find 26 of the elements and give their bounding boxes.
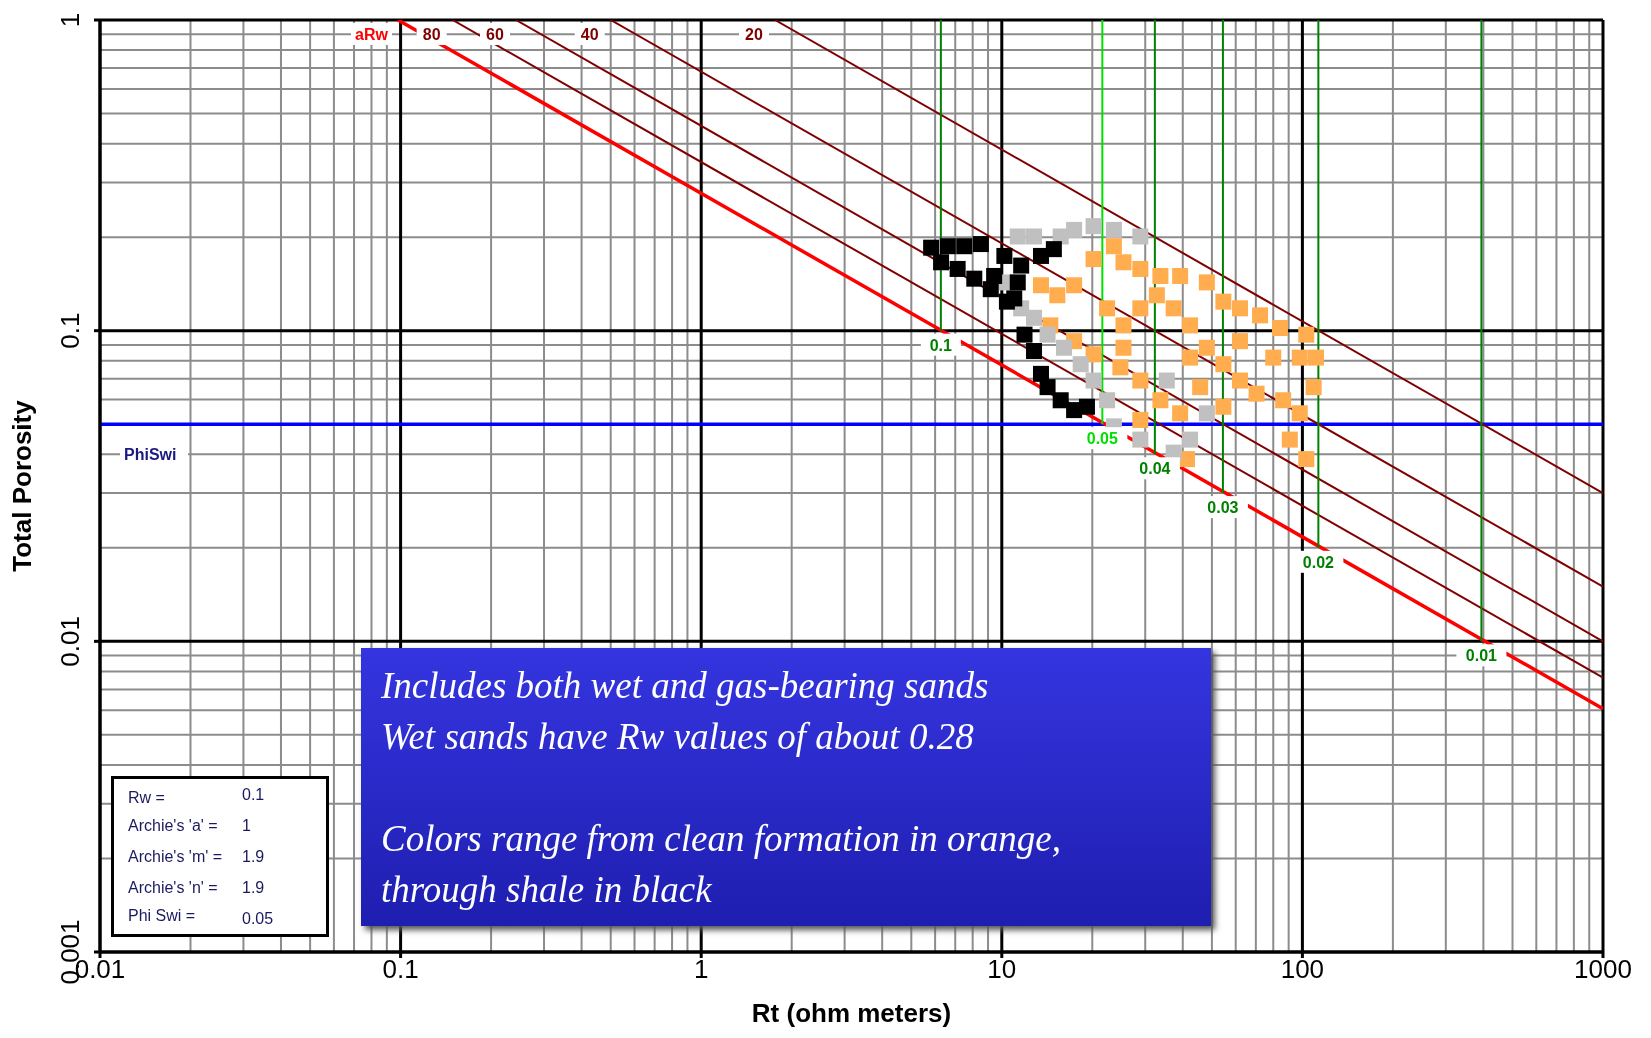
- x-axis-title: Rt (ohm meters): [751, 998, 952, 1028]
- series-label: 0.03: [1207, 499, 1239, 517]
- ref-line-label: PhiSwi: [124, 446, 177, 464]
- annotation: Colors range from clean formation in orange, through shale in black: [381, 817, 1063, 912]
- series-label: 80: [422, 26, 441, 43]
- x-tick-label: 1000: [1574, 954, 1632, 985]
- y-tick-label: 0.1: [55, 312, 85, 349]
- x-tick-label: 10: [987, 954, 1017, 985]
- note-box: Includes both wet and gas-bearing sands Wet sands have Rw values of about 0.28 Colors range from clean formation in orange, through shale in black: [361, 648, 1211, 926]
- x-tick-label: 0.1: [382, 954, 419, 985]
- x-tick-label: 100: [1280, 954, 1325, 985]
- y-axis-title: Total Porosity: [7, 399, 38, 572]
- series-label: 20: [745, 26, 763, 43]
- x-tick-label: 1: [693, 954, 709, 985]
- parameter-table: Rw = 0.1 Archie's 'a' = 1 Archie's 'm' = 1.9 Archie's 'n' = 1.9 Phi Swi = 0.05: [114, 779, 326, 934]
- series-label: 0.04: [1139, 460, 1171, 478]
- y-tick-label: 1: [55, 12, 85, 28]
- annotation: Includes both wet and gas-bearing sands Wet sands have Rw values of about 0.28: [381, 664, 990, 759]
- series-label: 0.02: [1302, 553, 1335, 571]
- series-label: 0.1: [929, 336, 953, 354]
- series-label: 0.01: [1465, 647, 1498, 665]
- series-label: 60: [486, 26, 504, 43]
- series-label: aRw: [355, 26, 389, 43]
- series-label: 0.05: [1086, 430, 1119, 448]
- series-label: 40: [580, 26, 599, 43]
- y-tick-label: 0.01: [55, 616, 85, 667]
